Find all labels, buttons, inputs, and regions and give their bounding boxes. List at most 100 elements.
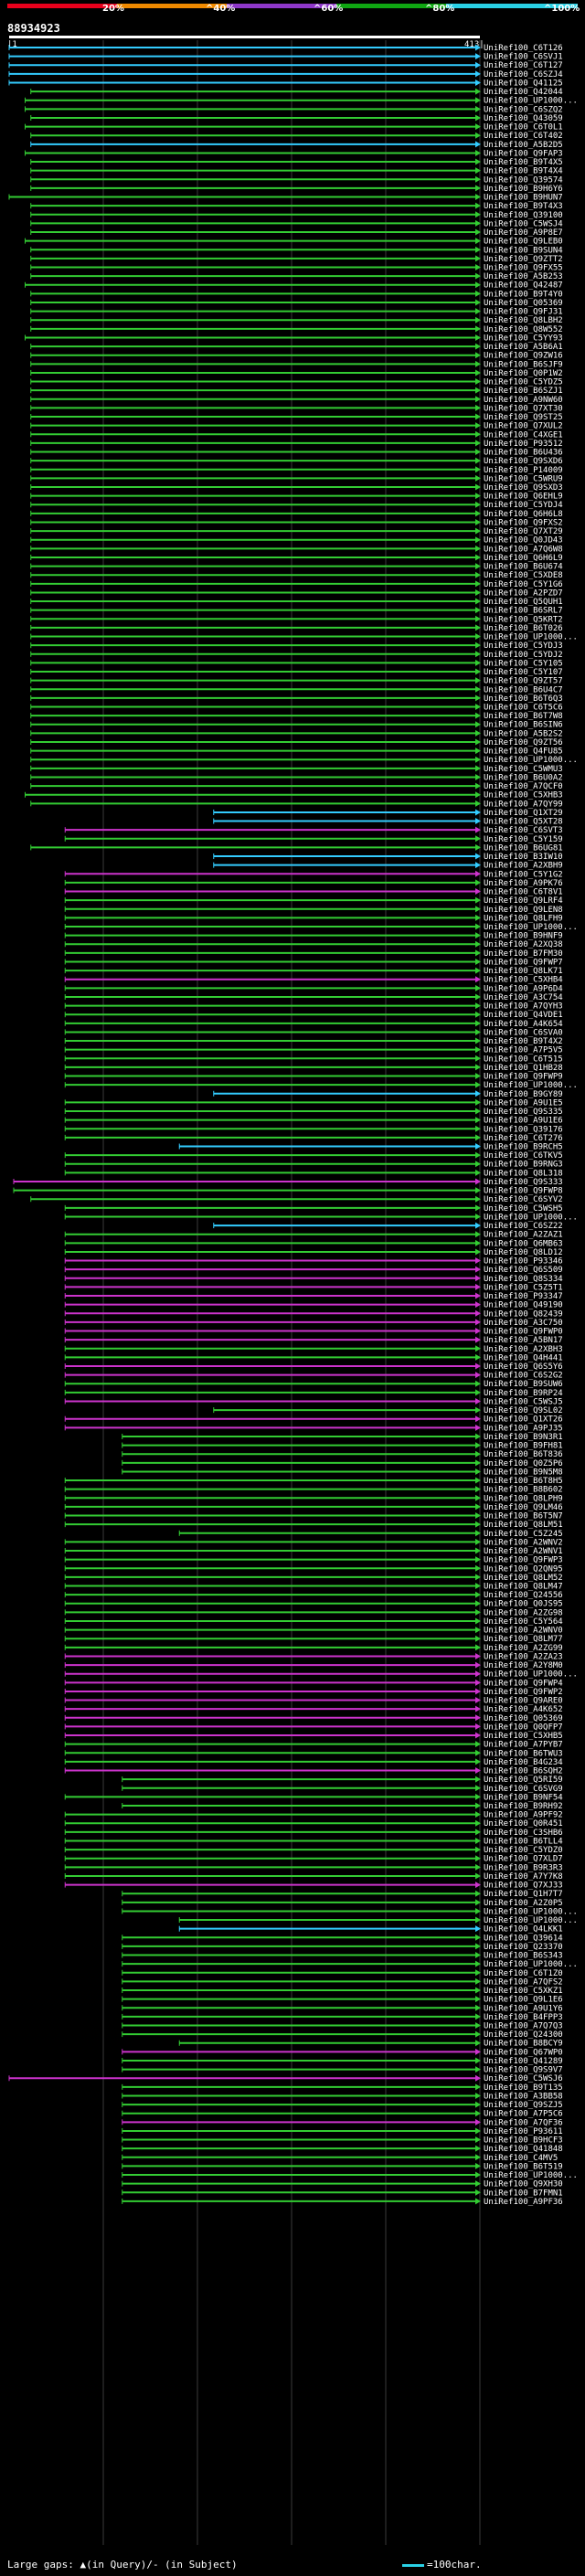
hit-row: UniRef100_Q8LD12 (64, 1248, 563, 1257)
hit-label: UniRef100_Q1HB28 (484, 1064, 563, 1073)
hit-end-arrow (475, 1776, 481, 1783)
hit-label: UniRef100_A2XBH3 (484, 1345, 563, 1354)
scale-segment-purple (227, 4, 336, 8)
hit-end-arrow (475, 1239, 481, 1246)
hit-row: UniRef100_C5Z5T1 (64, 1283, 563, 1292)
hit-row: UniRef100_Q39100 (30, 211, 563, 220)
hit-row: UniRef100_Q9SZJ5 (122, 2101, 563, 2110)
hit-label: UniRef100_Q9ZTT2 (484, 255, 563, 264)
hit-end-arrow (475, 536, 481, 544)
hit-row: UniRef100_Q23370 (122, 1943, 563, 1952)
hit-end-arrow (475, 238, 481, 245)
hit-row: UniRef100_Q9S333 (13, 1178, 563, 1187)
hit-row: UniRef100_UP1000... (122, 1960, 578, 1969)
hit-label: UniRef100_A9PK76 (484, 879, 563, 888)
hit-label: UniRef100_A3C754 (484, 993, 563, 1002)
hit-end-arrow (475, 563, 481, 570)
hit-row: UniRef100_B9T4X5 (30, 158, 563, 167)
hit-end-arrow (475, 1477, 481, 1484)
hit-label: UniRef100_Q9SXD6 (484, 457, 563, 466)
hit-row: UniRef100_B7FM30 (64, 949, 563, 959)
hit-row: UniRef100_B6U436 (30, 449, 563, 458)
hit-end-arrow (475, 141, 481, 148)
hit-label: UniRef100_C5XDE8 (484, 571, 563, 580)
hit-row: UniRef100_C6T1Z0 (122, 1969, 563, 1978)
hit-row: UniRef100_Q9ARE0 (64, 1697, 563, 1706)
hit-label: UniRef100_B6U436 (484, 449, 563, 458)
hit-label: UniRef100_Q82439 (484, 1309, 563, 1319)
hit-end-arrow (475, 1679, 481, 1686)
hit-row: UniRef100_C5XDE8 (30, 571, 563, 580)
hit-end-arrow (475, 2198, 481, 2205)
hit-row: UniRef100_Q8LM77 (64, 1635, 563, 1644)
hit-label: UniRef100_C5Z5T1 (484, 1283, 563, 1292)
hit-end-arrow (475, 835, 481, 843)
hit-row: UniRef100_Q9FAP3 (25, 149, 563, 158)
hit-row: UniRef100_B9T4Y0 (30, 290, 563, 299)
hit-label: UniRef100_B9RNG3 (484, 1161, 563, 1170)
hit-end-arrow (475, 352, 481, 359)
hit-label: UniRef100_B9H6Y6 (484, 185, 563, 194)
hit-end-arrow (475, 967, 481, 974)
scale-segment-cyan (446, 4, 578, 8)
hit-end-arrow (475, 598, 481, 605)
hit-row: UniRef100_B6T026 (30, 624, 563, 633)
hit-row: UniRef100_P14009 (30, 466, 563, 475)
hit-label: UniRef100_C6T276 (484, 1134, 563, 1143)
hit-end-arrow (475, 325, 481, 333)
hit-label: UniRef100_B6T7W8 (484, 712, 563, 721)
hit-label: UniRef100_Q6MB63 (484, 1239, 563, 1248)
hit-label: UniRef100_Q43059 (484, 114, 563, 123)
hit-end-arrow (475, 483, 481, 491)
hit-label: UniRef100_Q9S9V7 (484, 2066, 563, 2075)
hit-row: UniRef100_B9RP24 (64, 1389, 563, 1398)
hit-end-arrow (475, 1222, 481, 1229)
hit-label: UniRef100_Q6S5Y6 (484, 1362, 563, 1372)
hit-end-arrow (475, 1204, 481, 1212)
hit-row: UniRef100_C4MV5 (122, 2154, 558, 2163)
hit-label: UniRef100_B9RH92 (484, 1802, 563, 1811)
hit-end-arrow (475, 1688, 481, 1695)
scale-label-80: ^80% (425, 4, 454, 14)
hit-row: UniRef100_P93512 (30, 440, 563, 449)
hit-label: UniRef100_P93347 (484, 1292, 563, 1301)
hit-row: UniRef100_B6T5N7 (64, 1512, 563, 1521)
hit-end-arrow (475, 79, 481, 86)
hit-row: UniRef100_B9NF54 (64, 1793, 563, 1802)
hit-row: UniRef100_UP1000... (30, 756, 578, 765)
hit-row: UniRef100_A2ZG98 (64, 1608, 563, 1617)
hit-label: UniRef100_P93512 (484, 440, 563, 449)
hit-row: UniRef100_Q41125 (8, 79, 563, 88)
hit-label: UniRef100_Q41289 (484, 2057, 563, 2066)
hit-label: UniRef100_B9T4X4 (484, 167, 563, 176)
hit-end-arrow (475, 1406, 481, 1414)
hit-label: UniRef100_C6T5C6 (484, 704, 563, 713)
hit-row: UniRef100_B6SJF9 (30, 360, 563, 369)
hit-row: UniRef100_UP1000... (64, 1670, 578, 1680)
hit-row: UniRef100_Q05369 (64, 1714, 563, 1723)
hit-label: UniRef100_B9GY89 (484, 1090, 563, 1099)
hit-label: UniRef100_B6UG81 (484, 843, 563, 853)
hit-end-arrow (475, 440, 481, 447)
hit-row: UniRef100_Q9S9V7 (122, 2066, 563, 2075)
hit-label: UniRef100_A3BB58 (484, 2092, 563, 2101)
hit-row: UniRef100_Q9FJ31 (30, 308, 563, 317)
hit-end-arrow (475, 228, 481, 236)
hit-end-arrow (475, 1389, 481, 1396)
hit-label: UniRef100_Q0R451 (484, 1819, 563, 1829)
hit-end-arrow (475, 1353, 481, 1361)
hit-end-arrow (475, 765, 481, 772)
hit-end-arrow (475, 800, 481, 807)
hit-end-arrow (475, 1758, 481, 1765)
hit-end-arrow (475, 1846, 481, 1853)
hit-label: UniRef100_A9NW60 (484, 396, 563, 405)
hit-row: UniRef100_B6SQH2 (64, 1767, 563, 1776)
hit-row: UniRef100_B9SUW6 (64, 1380, 563, 1389)
hit-end-arrow (475, 843, 481, 851)
hit-end-arrow (475, 2118, 481, 2125)
hit-label: UniRef100_B6S343 (484, 1952, 563, 1961)
hit-row: UniRef100_A9U1Y6 (122, 2004, 563, 2013)
hit-row: UniRef100_B9RNG3 (64, 1161, 563, 1170)
hit-label: UniRef100_Q9FJ31 (484, 308, 563, 317)
